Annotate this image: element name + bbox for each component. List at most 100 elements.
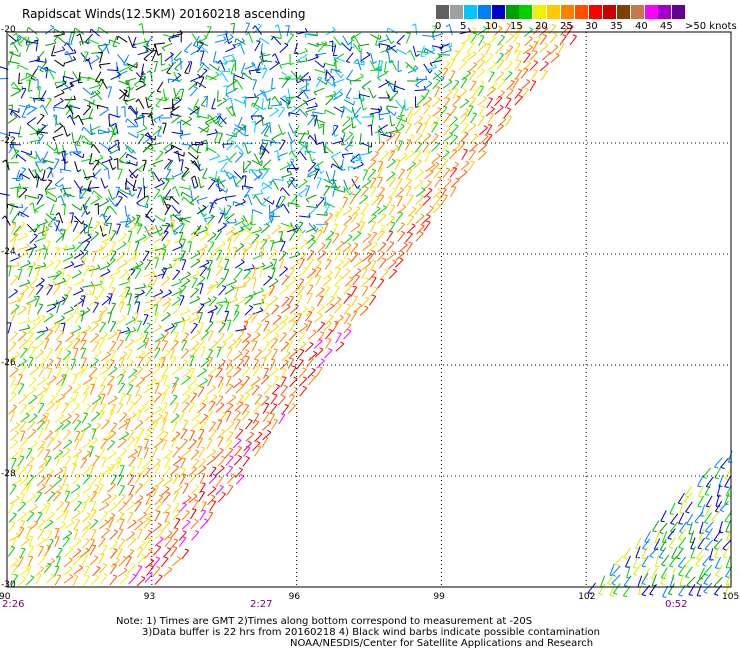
wind-barb-tick bbox=[346, 116, 351, 119]
wind-barb bbox=[65, 52, 77, 56]
wind-barb bbox=[78, 71, 81, 83]
wind-barb bbox=[539, 63, 549, 72]
wind-barb bbox=[144, 398, 154, 406]
wind-barb bbox=[171, 99, 182, 107]
wind-barb bbox=[302, 89, 310, 100]
wind-barb-tick bbox=[118, 195, 123, 198]
wind-barb-tick bbox=[12, 512, 17, 515]
wind-barb-tick bbox=[293, 105, 297, 109]
wind-barb-tick bbox=[429, 205, 434, 209]
wind-barb bbox=[190, 289, 199, 298]
wind-barb bbox=[244, 296, 254, 305]
wind-barb bbox=[299, 142, 308, 152]
wind-barb-tick bbox=[83, 223, 88, 227]
wind-barb-tick bbox=[84, 205, 89, 208]
wind-barb bbox=[26, 246, 37, 252]
wind-barb-tick bbox=[233, 127, 236, 132]
wind-barb bbox=[18, 327, 30, 332]
wind-barb bbox=[343, 324, 352, 334]
wind-barb-tick bbox=[194, 518, 199, 522]
wind-barb bbox=[422, 143, 430, 153]
wind-barb bbox=[458, 171, 468, 180]
wind-barb-tick bbox=[106, 295, 111, 299]
wind-barb bbox=[161, 314, 171, 322]
wind-barb bbox=[55, 385, 63, 396]
wind-barb bbox=[270, 339, 278, 349]
wind-barb-tick bbox=[17, 87, 21, 92]
wind-barb bbox=[406, 216, 415, 226]
wind-barb-tick bbox=[218, 265, 223, 269]
wind-barb-tick bbox=[212, 428, 217, 432]
wind-barb bbox=[11, 110, 21, 119]
wind-barb bbox=[505, 90, 514, 99]
wind-barb bbox=[108, 293, 113, 305]
wind-barb bbox=[65, 334, 75, 343]
wind-barb bbox=[180, 280, 190, 288]
wind-barb-tick bbox=[7, 265, 12, 267]
wind-barb-tick bbox=[81, 126, 84, 131]
wind-barb bbox=[106, 514, 116, 524]
wind-barb-tick bbox=[261, 148, 266, 151]
wind-barb-tick bbox=[69, 151, 72, 156]
wind-barb-tick bbox=[310, 249, 315, 253]
wind-barb bbox=[377, 72, 388, 79]
wind-barb bbox=[151, 408, 162, 416]
wind-barb-tick bbox=[77, 169, 82, 173]
wind-barb-tick bbox=[336, 267, 341, 269]
wind-barb-tick bbox=[434, 133, 439, 137]
wind-barb bbox=[305, 108, 317, 113]
wind-barb bbox=[208, 202, 214, 214]
wind-barb bbox=[659, 539, 667, 551]
wind-barb bbox=[315, 77, 323, 88]
wind-barb-tick bbox=[183, 438, 188, 441]
wind-barb-tick bbox=[427, 179, 432, 183]
wind-barb-tick bbox=[394, 111, 397, 116]
wind-barb-tick bbox=[284, 341, 289, 345]
wind-barb bbox=[709, 548, 714, 561]
wind-barb-tick bbox=[258, 171, 263, 175]
wind-barb bbox=[137, 357, 144, 368]
wind-barb-tick bbox=[36, 314, 41, 319]
wind-barb-tick bbox=[321, 196, 326, 199]
wind-barb bbox=[262, 422, 272, 431]
wind-barb-tick bbox=[517, 59, 522, 62]
wind-barb-tick bbox=[55, 247, 60, 249]
wind-barb-tick bbox=[132, 326, 137, 331]
wind-barb bbox=[188, 241, 192, 253]
wind-barb-tick bbox=[84, 231, 89, 234]
wind-barb-tick bbox=[26, 242, 30, 247]
wind-barb-tick bbox=[107, 493, 112, 497]
wind-barb-tick bbox=[48, 430, 53, 433]
wind-barb-tick bbox=[200, 248, 205, 251]
wind-barb bbox=[143, 51, 153, 60]
wind-barb bbox=[43, 338, 50, 350]
wind-barb bbox=[240, 43, 245, 55]
wind-barb-tick bbox=[171, 323, 175, 327]
wind-barb-tick bbox=[66, 350, 72, 353]
wind-barb bbox=[70, 495, 80, 504]
wind-barb-tick bbox=[704, 548, 709, 551]
wind-barb-tick bbox=[280, 106, 285, 109]
wind-barb-tick bbox=[70, 396, 75, 400]
wind-barb bbox=[137, 429, 145, 439]
wind-barb bbox=[198, 447, 206, 458]
wind-barb bbox=[117, 53, 125, 64]
wind-barb bbox=[163, 107, 175, 110]
wind-barb-tick bbox=[367, 251, 372, 255]
wind-barb bbox=[254, 25, 263, 35]
wind-barb bbox=[99, 52, 103, 64]
wind-barb bbox=[259, 267, 263, 278]
wind-barb bbox=[161, 231, 169, 242]
wind-barb-tick bbox=[199, 61, 203, 67]
wind-barb-tick bbox=[106, 351, 111, 355]
wind-barb bbox=[118, 393, 126, 404]
wind-barb bbox=[225, 422, 235, 432]
wind-barb bbox=[83, 266, 90, 277]
wind-barb-tick bbox=[35, 36, 40, 41]
wind-barb-tick bbox=[236, 410, 241, 413]
wind-barb bbox=[209, 467, 217, 478]
wind-barb-tick bbox=[98, 64, 102, 69]
wind-barb-tick bbox=[97, 395, 102, 399]
wind-barb bbox=[37, 416, 47, 424]
wind-barb bbox=[425, 66, 437, 71]
